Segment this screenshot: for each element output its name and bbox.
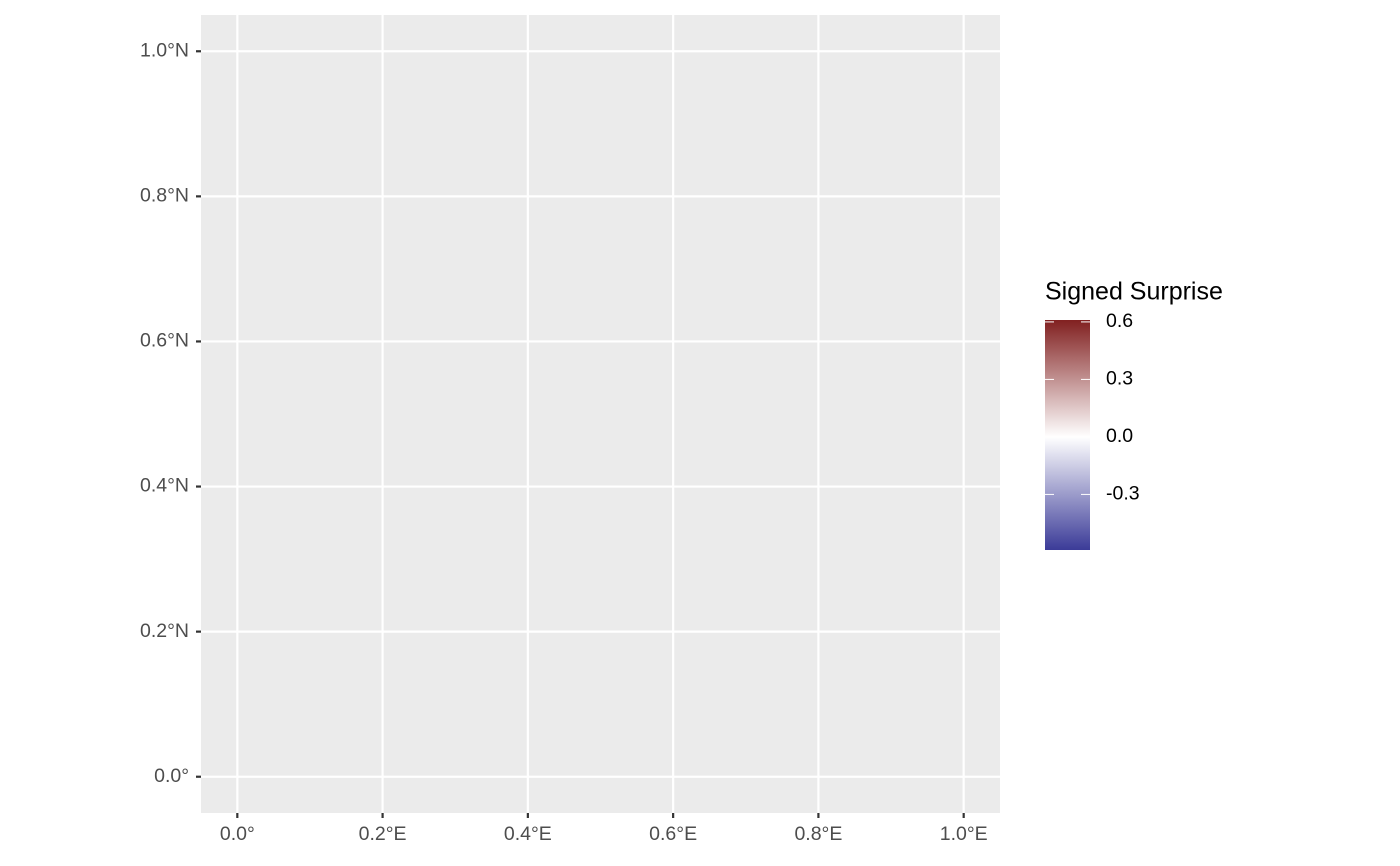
y-tick-label: 0.6°N: [140, 330, 189, 352]
x-tick-label: 0.6°E: [649, 823, 697, 845]
colorbar: [1045, 320, 1090, 550]
y-tick-label: 0.0°: [154, 765, 189, 787]
x-tick-label: 0.8°E: [794, 823, 842, 845]
legend-title: Signed Surprise: [1045, 278, 1223, 306]
y-tick-label: 1.0°N: [140, 39, 189, 61]
x-tick-label: 0.0°: [220, 823, 255, 845]
y-tick-label: 0.4°N: [140, 475, 189, 497]
y-tick-label: 0.2°N: [140, 620, 189, 642]
x-tick-label: 0.4°E: [504, 823, 552, 845]
x-tick-label: 1.0°E: [940, 823, 988, 845]
legend-label: 0.3: [1106, 368, 1133, 390]
y-tick-label: 0.8°N: [140, 185, 189, 207]
x-tick-label: 0.2°E: [359, 823, 407, 845]
panel-background: [201, 15, 1000, 813]
legend-label: 0.6: [1106, 310, 1133, 332]
legend-label: -0.3: [1106, 483, 1140, 505]
legend-label: 0.0: [1106, 425, 1133, 447]
